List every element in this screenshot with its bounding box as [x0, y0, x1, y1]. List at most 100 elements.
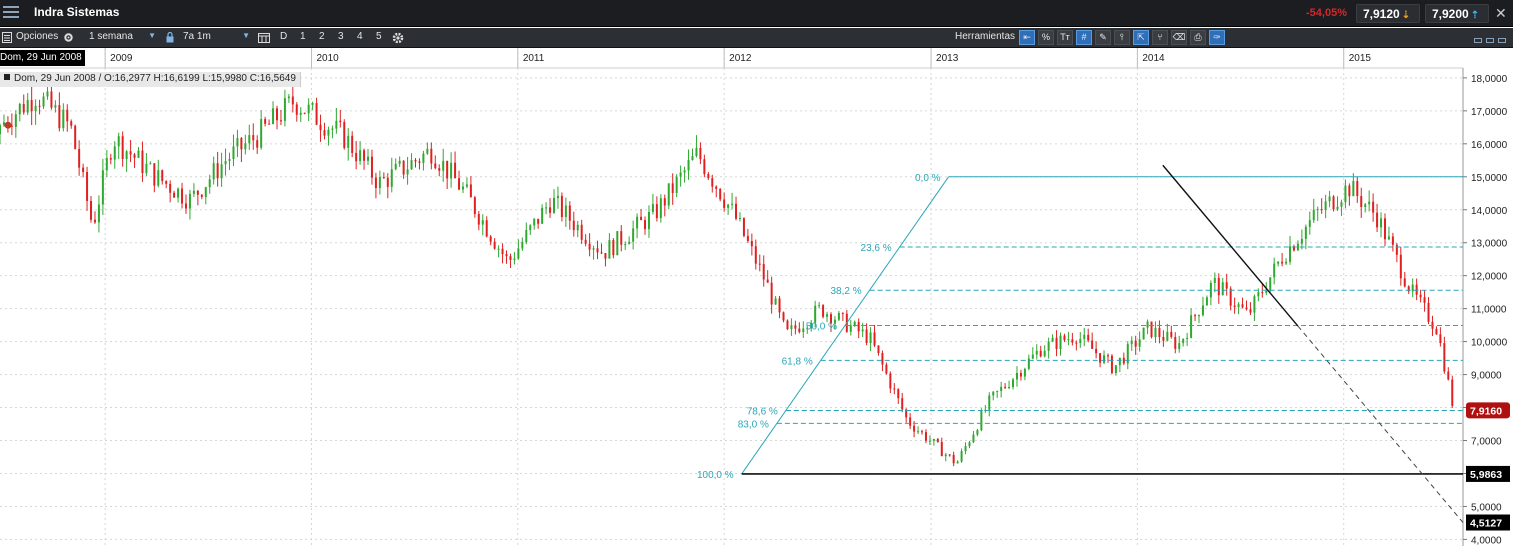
candle-down: [1004, 386, 1007, 388]
eraser-tool-icon[interactable]: ⌫: [1171, 30, 1187, 45]
maximize-icon[interactable]: [1498, 38, 1506, 43]
price-badge: [1466, 514, 1510, 531]
candle-up: [624, 244, 627, 246]
candle-up: [861, 329, 864, 332]
text-tool-button[interactable]: Tт: [1057, 30, 1073, 45]
candle-down: [798, 328, 801, 333]
candle-down: [10, 125, 13, 127]
candle-down: [165, 181, 168, 184]
preset-2-button[interactable]: 2: [319, 31, 325, 42]
close-icon[interactable]: ✕: [1495, 5, 1507, 21]
candle-up: [1190, 315, 1193, 338]
candle-up: [465, 184, 468, 187]
candle-down: [216, 163, 219, 179]
hamburger-menu-icon[interactable]: [3, 6, 19, 20]
candle-down: [109, 158, 112, 160]
candle-down: [319, 124, 322, 131]
candle-down: [200, 194, 203, 197]
candle-up: [988, 395, 991, 410]
options-button[interactable]: Opciones: [16, 31, 59, 42]
settings-gear-icon[interactable]: [391, 31, 405, 45]
fib-level-label: 78,6 %: [747, 407, 778, 418]
candle-down: [1451, 379, 1454, 406]
percent-tool-button[interactable]: %: [1038, 30, 1054, 45]
candle-down: [493, 241, 496, 249]
candle-down: [644, 220, 647, 230]
candle-up: [810, 322, 813, 328]
calendar-icon[interactable]: [258, 32, 270, 43]
candle-down: [121, 136, 124, 160]
candle-up: [790, 325, 793, 330]
candle-down: [829, 314, 832, 324]
candle-up: [679, 172, 682, 177]
candle-down: [1372, 201, 1375, 213]
wrench-tool-icon[interactable]: ✑: [1209, 30, 1225, 45]
pencil-tool-icon[interactable]: ✎: [1095, 30, 1111, 45]
range-select[interactable]: 7a 1m ▼: [180, 30, 252, 45]
fib-level-label: 100,0 %: [697, 470, 734, 481]
candle-down: [1249, 309, 1252, 313]
candle-down: [707, 173, 710, 179]
candle-up: [869, 332, 872, 344]
change-percent: -54,05%: [1306, 7, 1347, 19]
print-icon[interactable]: ⎙: [1190, 30, 1206, 45]
fork-tool-icon[interactable]: ⑂: [1152, 30, 1168, 45]
candle-down: [1407, 286, 1410, 292]
candle-down: [438, 168, 441, 171]
candle-down: [549, 207, 552, 213]
crosshair-tool-icon[interactable]: ⇤: [1019, 30, 1035, 45]
preset-5-button[interactable]: 5: [376, 31, 382, 42]
candle-up: [533, 218, 536, 226]
candle-up: [556, 195, 559, 199]
interval-select[interactable]: 1 semana ▼: [86, 30, 158, 45]
candle-tool-icon[interactable]: ⫯: [1114, 30, 1130, 45]
price-chart[interactable]: 4,00005,00006,00007,00008,00009,000010,0…: [0, 48, 1513, 546]
grid-tool-icon[interactable]: #: [1076, 30, 1092, 45]
restore-icon[interactable]: [1486, 38, 1494, 43]
candle-up: [335, 120, 338, 129]
candle-down: [794, 325, 797, 329]
lock-icon[interactable]: [166, 32, 174, 43]
candle-up: [1146, 321, 1149, 328]
candle-up: [14, 114, 17, 127]
candle-up: [1142, 327, 1145, 340]
day-button[interactable]: D: [280, 31, 288, 42]
candle-up: [244, 143, 247, 150]
candle-down: [1348, 185, 1351, 197]
bid-price-button[interactable]: 7,9120 ⇣: [1356, 4, 1420, 23]
preset-3-button[interactable]: 3: [338, 31, 344, 42]
fib-level-label: 23,6 %: [861, 243, 892, 254]
preset-1-button[interactable]: 1: [300, 31, 306, 42]
candle-down: [936, 438, 939, 443]
candle-up: [1336, 206, 1339, 210]
preset-4-button[interactable]: 4: [357, 31, 363, 42]
candle-up: [960, 451, 963, 462]
chart-area[interactable]: 4,00005,00006,00007,00008,00009,000010,0…: [0, 48, 1513, 546]
candle-up: [1328, 196, 1331, 202]
candle-down: [1019, 372, 1022, 377]
time-axis-band: [0, 48, 1513, 68]
candle-up: [208, 179, 211, 188]
candle-down: [153, 163, 156, 186]
list-icon[interactable]: [2, 32, 12, 43]
ask-price-button[interactable]: 7,9200 ⇡: [1425, 4, 1489, 23]
x-tick-label: 2014: [1142, 53, 1165, 64]
candle-down: [1063, 335, 1066, 341]
candle-down: [275, 108, 278, 121]
candle-up: [359, 150, 362, 162]
candle-up: [576, 224, 579, 231]
candle-up: [236, 138, 239, 147]
minimize-icon[interactable]: [1474, 38, 1482, 43]
y-tick-label: 13,0000: [1471, 239, 1508, 250]
candle-up: [806, 327, 809, 329]
candle-down: [640, 216, 643, 221]
candle-up: [564, 205, 567, 217]
candle-up: [125, 151, 128, 160]
resize-tool-icon[interactable]: ⇱: [1133, 30, 1149, 45]
candle-up: [1411, 284, 1414, 292]
candle-up: [651, 204, 654, 212]
candle-up: [1047, 341, 1050, 351]
options-gear-icon[interactable]: [63, 32, 74, 43]
candle-down: [351, 135, 354, 153]
candle-down: [50, 91, 53, 108]
